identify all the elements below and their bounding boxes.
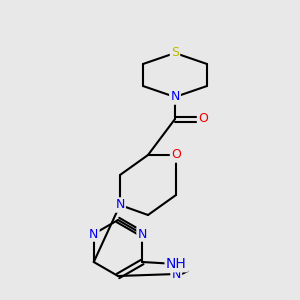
Text: NH: NH [166,257,187,271]
Text: N: N [172,268,181,281]
Text: O: O [171,148,181,161]
Text: O: O [198,112,208,125]
Text: N: N [138,227,147,241]
Text: N: N [89,227,98,241]
Text: N: N [170,91,180,103]
Text: N: N [115,199,125,212]
Text: S: S [171,46,179,59]
